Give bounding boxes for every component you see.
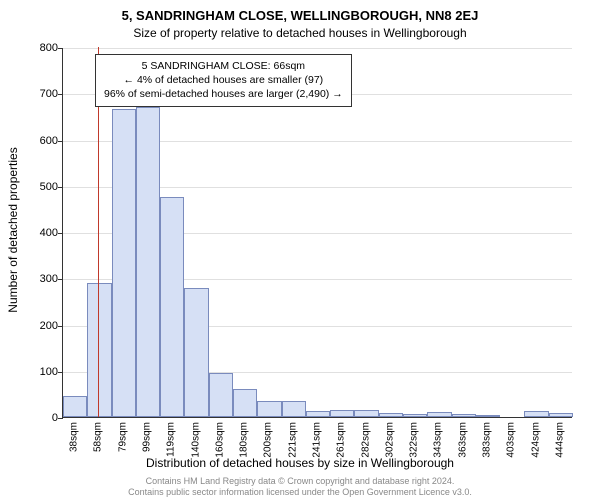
- ytick-mark: [58, 141, 63, 142]
- histogram-bar: [112, 109, 136, 417]
- histogram-bar: [476, 415, 500, 417]
- histogram-bar: [160, 197, 184, 417]
- ytick-mark: [58, 279, 63, 280]
- ytick-label: 100: [18, 366, 58, 378]
- xtick-label: 302sqm: [384, 422, 395, 458]
- ytick-label: 500: [18, 181, 58, 193]
- ytick-mark: [58, 94, 63, 95]
- footer-line-1: Contains HM Land Registry data © Crown c…: [0, 476, 600, 487]
- xtick-label: 261sqm: [336, 422, 347, 458]
- xtick-label: 160sqm: [214, 422, 225, 458]
- histogram-bar: [452, 414, 476, 417]
- histogram-bar: [87, 283, 111, 417]
- histogram-bar: [184, 288, 208, 418]
- gridline: [63, 48, 572, 49]
- annotation-line-3: 96% of semi-detached houses are larger (…: [104, 87, 343, 101]
- xtick-label: 322sqm: [409, 422, 420, 458]
- footer-attribution: Contains HM Land Registry data © Crown c…: [0, 476, 600, 498]
- xtick-label: 221sqm: [287, 422, 298, 458]
- page-title: 5, SANDRINGHAM CLOSE, WELLINGBOROUGH, NN…: [0, 8, 600, 23]
- xtick-label: 282sqm: [360, 422, 371, 458]
- histogram-bar: [549, 413, 573, 417]
- histogram-bar: [330, 410, 354, 417]
- ytick-mark: [58, 326, 63, 327]
- ytick-label: 600: [18, 135, 58, 147]
- annotation-line-1: 5 SANDRINGHAM CLOSE: 66sqm: [104, 59, 343, 73]
- histogram-bar: [63, 396, 87, 417]
- xtick-label: 383sqm: [482, 422, 493, 458]
- xtick-label: 99sqm: [142, 422, 153, 452]
- histogram-bar: [354, 410, 378, 417]
- ytick-label: 400: [18, 227, 58, 239]
- page-subtitle: Size of property relative to detached ho…: [0, 26, 600, 40]
- xtick-label: 58sqm: [93, 422, 104, 452]
- histogram-bar: [257, 401, 281, 417]
- histogram-bar: [306, 411, 330, 417]
- xtick-label: 140sqm: [190, 422, 201, 458]
- xtick-label: 180sqm: [239, 422, 250, 458]
- ytick-label: 800: [18, 42, 58, 54]
- ytick-label: 300: [18, 273, 58, 285]
- histogram-bar: [233, 389, 257, 417]
- ytick-label: 200: [18, 320, 58, 332]
- xtick-label: 343sqm: [433, 422, 444, 458]
- ytick-mark: [58, 48, 63, 49]
- histogram-bar: [427, 412, 451, 417]
- histogram-bar: [403, 414, 427, 417]
- ytick-mark: [58, 233, 63, 234]
- xtick-label: 200sqm: [263, 422, 274, 458]
- annotation-line-2: ← 4% of detached houses are smaller (97): [104, 73, 343, 87]
- ytick-mark: [58, 372, 63, 373]
- xtick-label: 79sqm: [117, 422, 128, 452]
- annotation-box: 5 SANDRINGHAM CLOSE: 66sqm ← 4% of detac…: [95, 54, 352, 107]
- xtick-label: 38sqm: [69, 422, 80, 452]
- x-axis-label: Distribution of detached houses by size …: [0, 456, 600, 470]
- histogram-bar: [524, 411, 548, 417]
- histogram-bar: [209, 373, 233, 417]
- xtick-label: 241sqm: [312, 422, 323, 458]
- ytick-label: 0: [18, 412, 58, 424]
- histogram-bar: [136, 107, 160, 417]
- xtick-label: 403sqm: [506, 422, 517, 458]
- ytick-mark: [58, 187, 63, 188]
- ytick-mark: [58, 418, 63, 419]
- histogram-bar: [379, 413, 403, 417]
- ytick-label: 700: [18, 88, 58, 100]
- xtick-label: 444sqm: [554, 422, 565, 458]
- histogram-bar: [282, 401, 306, 417]
- xtick-label: 363sqm: [457, 422, 468, 458]
- footer-line-2: Contains public sector information licen…: [0, 487, 600, 498]
- xtick-label: 424sqm: [530, 422, 541, 458]
- xtick-label: 119sqm: [166, 422, 177, 457]
